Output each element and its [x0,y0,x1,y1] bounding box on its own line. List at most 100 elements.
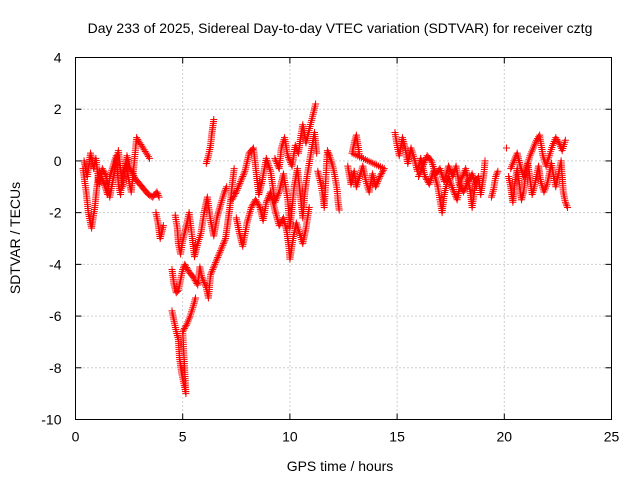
data-point [216,204,224,212]
data-point [463,179,471,187]
data-point [244,217,252,225]
data-point [204,154,212,162]
data-point [238,174,246,182]
data-point [199,277,207,285]
data-point [202,282,210,290]
data-point [273,214,281,222]
data-point [335,206,343,214]
data-point [154,190,162,198]
data-point [285,155,293,163]
data-point [214,253,222,261]
data-point [190,300,198,308]
data-point [191,296,199,304]
data-point [207,271,215,279]
data-point [239,171,247,179]
data-point [235,181,243,189]
data-point [217,245,225,253]
data-point [460,186,468,194]
data-point [99,166,107,174]
x-axis-label: GPS time / hours [287,458,394,474]
data-point [445,164,453,172]
data-point [445,162,453,170]
data-point [212,257,220,265]
data-point [212,259,220,267]
data-point [415,172,423,180]
data-point [312,100,320,108]
data-point [219,241,227,249]
data-point [252,197,260,205]
data-point [239,172,247,180]
x-tick-label: 0 [72,429,80,445]
data-point [426,156,434,164]
data-point [450,189,458,197]
data-point [203,156,211,164]
data-point [214,212,222,220]
data-point [415,171,423,179]
y-tick-label: 4 [54,50,62,66]
data-point [198,273,206,281]
data-point [274,191,282,199]
data-point [422,174,430,182]
data-point [271,208,279,216]
data-point [449,185,457,193]
data-point [264,195,272,203]
data-point [183,263,191,271]
data-point [433,179,441,187]
x-tick-label: 5 [179,429,187,445]
data-point [489,187,497,195]
data-point [459,172,467,180]
data-point [255,202,263,210]
data-point [211,260,219,268]
data-point [492,171,500,179]
data-point [210,116,218,124]
data-point [356,152,364,160]
data-point [100,168,108,176]
data-point [207,269,215,277]
data-point [517,196,525,204]
data-point [421,157,429,165]
data-point [214,252,222,260]
data-point [272,210,280,218]
data-point [215,206,223,214]
data-point [481,157,489,165]
data-point [220,238,228,246]
data-point [230,165,238,173]
data-point [181,323,189,331]
data-point [221,186,229,194]
data-point [494,167,502,175]
data-point [231,191,239,199]
data-point [126,165,134,173]
data-point [378,169,386,177]
data-point [372,181,380,189]
x-tick-label: 10 [282,429,298,445]
data-point [274,190,282,198]
data-point [170,281,178,289]
data-point [252,196,260,204]
data-point [130,172,138,180]
data-point [127,166,135,174]
data-point [182,321,190,329]
data-point [492,172,500,180]
data-point [180,326,188,334]
data-point [183,265,191,273]
data-point [145,154,153,162]
data-point [208,267,216,275]
data-point [472,183,480,191]
data-point [234,183,242,191]
data-point [446,166,454,174]
data-point [305,203,313,211]
data-point [245,213,253,221]
data-point [372,183,380,191]
data-point [563,202,571,210]
data-point [240,169,248,177]
data-point [173,288,181,296]
data-point [218,243,226,251]
plot-frame [75,57,612,420]
data-point [263,197,271,205]
data-point [561,198,569,206]
data-point [419,162,427,170]
data-point [518,194,526,202]
data-point [465,176,473,184]
data-point [376,172,384,180]
